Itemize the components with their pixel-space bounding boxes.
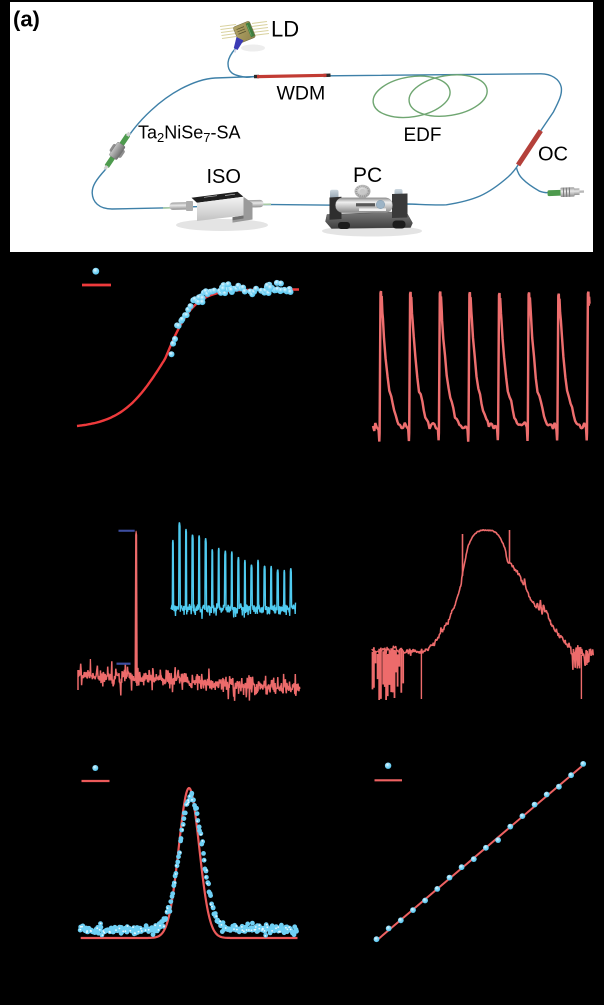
svg-text:OC: OC (538, 144, 568, 166)
svg-text:EDF: EDF (404, 125, 442, 146)
svg-text:(a): (a) (13, 7, 40, 32)
svg-text:LD: LD (271, 17, 299, 42)
svg-text:Ta2NiSe7-SA: Ta2NiSe7-SA (138, 123, 241, 146)
svg-text:PC: PC (353, 164, 382, 187)
svg-text:WDM: WDM (277, 83, 326, 105)
svg-text:ISO: ISO (207, 166, 241, 188)
